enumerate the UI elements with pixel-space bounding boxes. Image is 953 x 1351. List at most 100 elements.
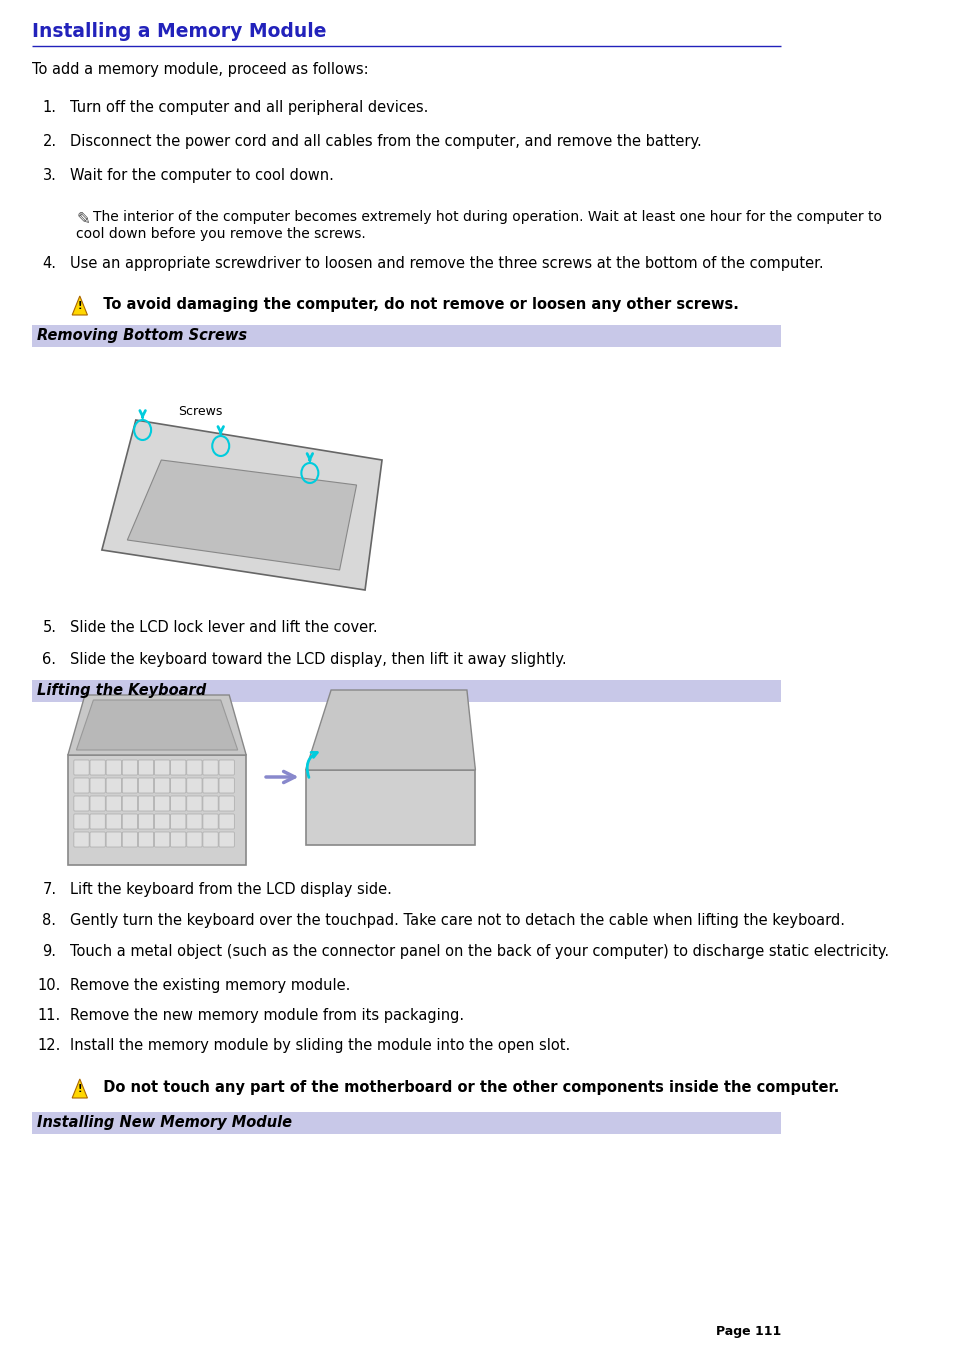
- Text: 7.: 7.: [42, 882, 56, 897]
- FancyBboxPatch shape: [187, 796, 202, 811]
- Text: ✎: ✎: [76, 209, 91, 228]
- FancyBboxPatch shape: [203, 796, 218, 811]
- FancyBboxPatch shape: [122, 778, 137, 793]
- FancyBboxPatch shape: [187, 778, 202, 793]
- Text: Install the memory module by sliding the module into the open slot.: Install the memory module by sliding the…: [71, 1038, 570, 1052]
- Text: 5.: 5.: [42, 620, 56, 635]
- FancyBboxPatch shape: [171, 778, 186, 793]
- Text: 12.: 12.: [37, 1038, 61, 1052]
- FancyBboxPatch shape: [138, 832, 153, 847]
- FancyBboxPatch shape: [203, 761, 218, 775]
- Text: The interior of the computer becomes extremely hot during operation. Wait at lea: The interior of the computer becomes ext…: [93, 209, 882, 224]
- Text: Page 111: Page 111: [715, 1325, 781, 1337]
- FancyBboxPatch shape: [73, 761, 89, 775]
- FancyBboxPatch shape: [187, 761, 202, 775]
- Text: 6.: 6.: [42, 653, 56, 667]
- FancyBboxPatch shape: [154, 796, 170, 811]
- FancyBboxPatch shape: [32, 680, 781, 703]
- FancyBboxPatch shape: [122, 832, 137, 847]
- FancyBboxPatch shape: [122, 815, 137, 830]
- FancyBboxPatch shape: [171, 761, 186, 775]
- FancyBboxPatch shape: [203, 832, 218, 847]
- FancyBboxPatch shape: [106, 778, 121, 793]
- Text: Screws: Screws: [178, 405, 222, 417]
- Text: Wait for the computer to cool down.: Wait for the computer to cool down.: [71, 168, 334, 182]
- Text: 11.: 11.: [37, 1008, 61, 1023]
- FancyBboxPatch shape: [138, 796, 153, 811]
- Text: !: !: [77, 1084, 82, 1094]
- Text: Lifting the Keyboard: Lifting the Keyboard: [37, 684, 207, 698]
- FancyBboxPatch shape: [187, 815, 202, 830]
- Polygon shape: [68, 755, 246, 865]
- Text: 2.: 2.: [42, 134, 56, 149]
- Text: 10.: 10.: [37, 978, 61, 993]
- Polygon shape: [68, 694, 246, 755]
- FancyBboxPatch shape: [73, 832, 89, 847]
- FancyBboxPatch shape: [90, 796, 105, 811]
- FancyBboxPatch shape: [154, 778, 170, 793]
- FancyBboxPatch shape: [90, 815, 105, 830]
- FancyBboxPatch shape: [106, 832, 121, 847]
- Text: Remove the new memory module from its packaging.: Remove the new memory module from its pa…: [71, 1008, 464, 1023]
- Polygon shape: [72, 1079, 88, 1098]
- Text: Installing New Memory Module: Installing New Memory Module: [37, 1115, 292, 1129]
- FancyBboxPatch shape: [106, 796, 121, 811]
- Text: Turn off the computer and all peripheral devices.: Turn off the computer and all peripheral…: [71, 100, 429, 115]
- FancyBboxPatch shape: [122, 761, 137, 775]
- Text: 1.: 1.: [42, 100, 56, 115]
- FancyBboxPatch shape: [203, 815, 218, 830]
- Text: !: !: [77, 301, 82, 311]
- FancyBboxPatch shape: [90, 832, 105, 847]
- FancyBboxPatch shape: [203, 778, 218, 793]
- Text: Installing a Memory Module: Installing a Memory Module: [32, 22, 327, 41]
- FancyBboxPatch shape: [90, 761, 105, 775]
- Text: Slide the LCD lock lever and lift the cover.: Slide the LCD lock lever and lift the co…: [71, 620, 377, 635]
- Polygon shape: [76, 700, 237, 750]
- FancyBboxPatch shape: [219, 832, 234, 847]
- Text: 8.: 8.: [42, 913, 56, 928]
- Text: Slide the keyboard toward the LCD display, then lift it away slightly.: Slide the keyboard toward the LCD displa…: [71, 653, 566, 667]
- FancyBboxPatch shape: [138, 761, 153, 775]
- FancyBboxPatch shape: [219, 778, 234, 793]
- Text: 3.: 3.: [42, 168, 56, 182]
- Text: cool down before you remove the screws.: cool down before you remove the screws.: [76, 227, 366, 240]
- FancyBboxPatch shape: [138, 778, 153, 793]
- Text: To add a memory module, proceed as follows:: To add a memory module, proceed as follo…: [32, 62, 369, 77]
- FancyBboxPatch shape: [106, 815, 121, 830]
- FancyBboxPatch shape: [219, 796, 234, 811]
- FancyBboxPatch shape: [154, 815, 170, 830]
- Text: Gently turn the keyboard over the touchpad. Take care not to detach the cable wh: Gently turn the keyboard over the touchp…: [71, 913, 844, 928]
- Text: 9.: 9.: [42, 944, 56, 959]
- FancyBboxPatch shape: [138, 815, 153, 830]
- Polygon shape: [305, 770, 475, 844]
- FancyBboxPatch shape: [154, 832, 170, 847]
- FancyBboxPatch shape: [106, 761, 121, 775]
- Text: Lift the keyboard from the LCD display side.: Lift the keyboard from the LCD display s…: [71, 882, 392, 897]
- FancyBboxPatch shape: [73, 778, 89, 793]
- Polygon shape: [102, 420, 381, 590]
- FancyBboxPatch shape: [187, 832, 202, 847]
- Text: Do not touch any part of the motherboard or the other components inside the comp: Do not touch any part of the motherboard…: [92, 1079, 838, 1096]
- FancyBboxPatch shape: [219, 761, 234, 775]
- FancyBboxPatch shape: [154, 761, 170, 775]
- FancyBboxPatch shape: [73, 815, 89, 830]
- Text: Removing Bottom Screws: Removing Bottom Screws: [37, 328, 247, 343]
- Text: To avoid damaging the computer, do not remove or loosen any other screws.: To avoid damaging the computer, do not r…: [92, 297, 738, 312]
- Polygon shape: [127, 459, 356, 570]
- Text: Remove the existing memory module.: Remove the existing memory module.: [71, 978, 351, 993]
- FancyBboxPatch shape: [32, 1112, 781, 1133]
- Polygon shape: [305, 690, 475, 770]
- Text: 4.: 4.: [42, 255, 56, 272]
- Text: Use an appropriate screwdriver to loosen and remove the three screws at the bott: Use an appropriate screwdriver to loosen…: [71, 255, 823, 272]
- Text: Touch a metal object (such as the connector panel on the back of your computer) : Touch a metal object (such as the connec…: [71, 944, 888, 959]
- Text: Disconnect the power cord and all cables from the computer, and remove the batte: Disconnect the power cord and all cables…: [71, 134, 701, 149]
- FancyBboxPatch shape: [73, 796, 89, 811]
- FancyBboxPatch shape: [171, 796, 186, 811]
- FancyBboxPatch shape: [219, 815, 234, 830]
- FancyBboxPatch shape: [171, 815, 186, 830]
- Polygon shape: [72, 296, 88, 315]
- FancyBboxPatch shape: [90, 778, 105, 793]
- FancyBboxPatch shape: [32, 326, 781, 347]
- FancyBboxPatch shape: [122, 796, 137, 811]
- FancyBboxPatch shape: [171, 832, 186, 847]
